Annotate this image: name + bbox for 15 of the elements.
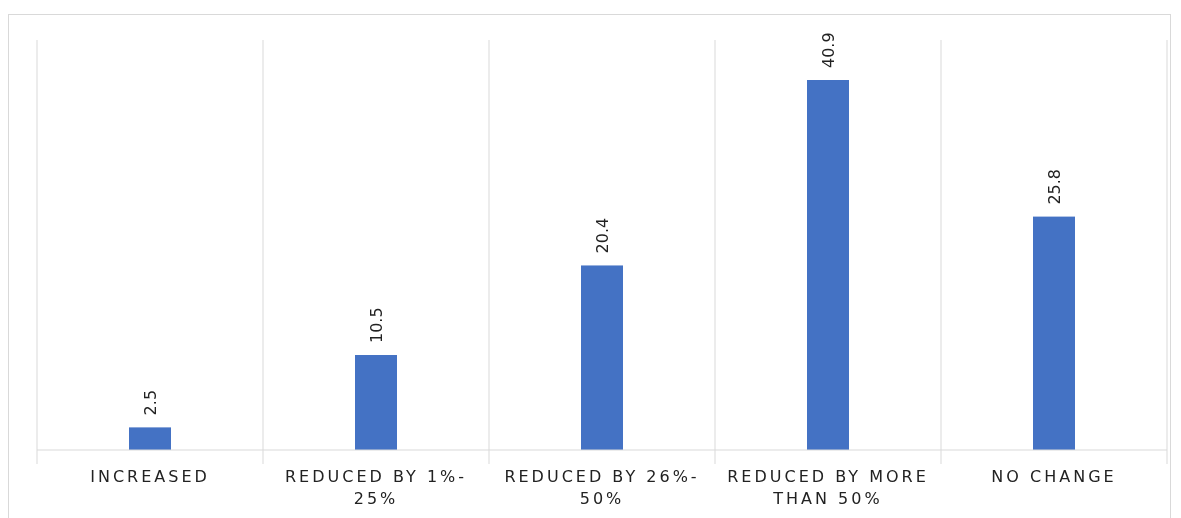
- data-label: 40.9: [819, 32, 838, 68]
- data-label: 20.4: [593, 217, 612, 254]
- bar: [355, 355, 397, 450]
- x-tick-label: REDUCED BY MORE THAN 50%: [727, 467, 929, 508]
- bar: [807, 80, 849, 450]
- bar: [581, 265, 623, 450]
- x-tick-label: INCREASED: [90, 467, 210, 486]
- x-tick-label: REDUCED BY 26%-50%: [504, 467, 700, 508]
- bar: [129, 427, 171, 450]
- x-tick-label: NO CHANGE: [991, 467, 1117, 486]
- x-tick-label: REDUCED BY 1%-25%: [284, 467, 468, 508]
- data-label: 25.8: [1045, 168, 1064, 205]
- data-label: 2.5: [141, 389, 160, 416]
- data-label: 10.5: [367, 307, 386, 344]
- bar: [1033, 216, 1075, 450]
